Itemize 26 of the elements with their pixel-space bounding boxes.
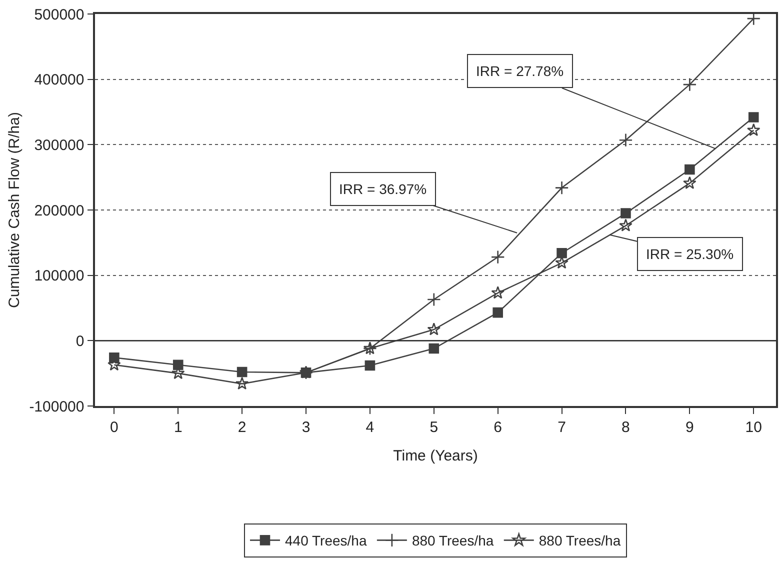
x-tick-label: 1 — [174, 418, 182, 436]
x-tick-label: 2 — [238, 418, 246, 436]
legend-label: 880 Trees/ha — [412, 532, 494, 549]
x-tick-label: 10 — [745, 418, 762, 436]
y-tick-label: -100000 — [29, 398, 84, 416]
legend-label: 440 Trees/ha — [285, 532, 367, 549]
x-tick-label: 8 — [622, 418, 630, 436]
annotation: IRR = 25.30% — [646, 246, 734, 262]
x-tick-label: 3 — [302, 418, 310, 436]
y-axis-title: Cumulative Cash Flow (R/ha) — [6, 112, 23, 308]
y-tick-label: 100000 — [34, 268, 84, 285]
x-tick-label: 6 — [494, 418, 502, 436]
legend-label: 880 Trees/ha — [538, 532, 621, 549]
y-tick-label: 300000 — [34, 136, 84, 154]
y-tick-label: 0 — [76, 332, 84, 350]
y-tick-label: 400000 — [34, 72, 84, 89]
x-tick-label: 7 — [558, 418, 566, 436]
x-tick-label: 9 — [686, 418, 694, 436]
y-tick-label: 500000 — [34, 6, 84, 24]
annotation: IRR = 27.78% — [476, 63, 564, 79]
x-axis-title: Time (Years) — [393, 447, 478, 464]
annotation: IRR = 36.97% — [339, 181, 427, 197]
y-tick-label: 200000 — [34, 202, 84, 220]
x-tick-label: 0 — [110, 418, 118, 436]
x-tick-label: 4 — [366, 418, 374, 436]
x-tick-label: 5 — [430, 418, 438, 436]
